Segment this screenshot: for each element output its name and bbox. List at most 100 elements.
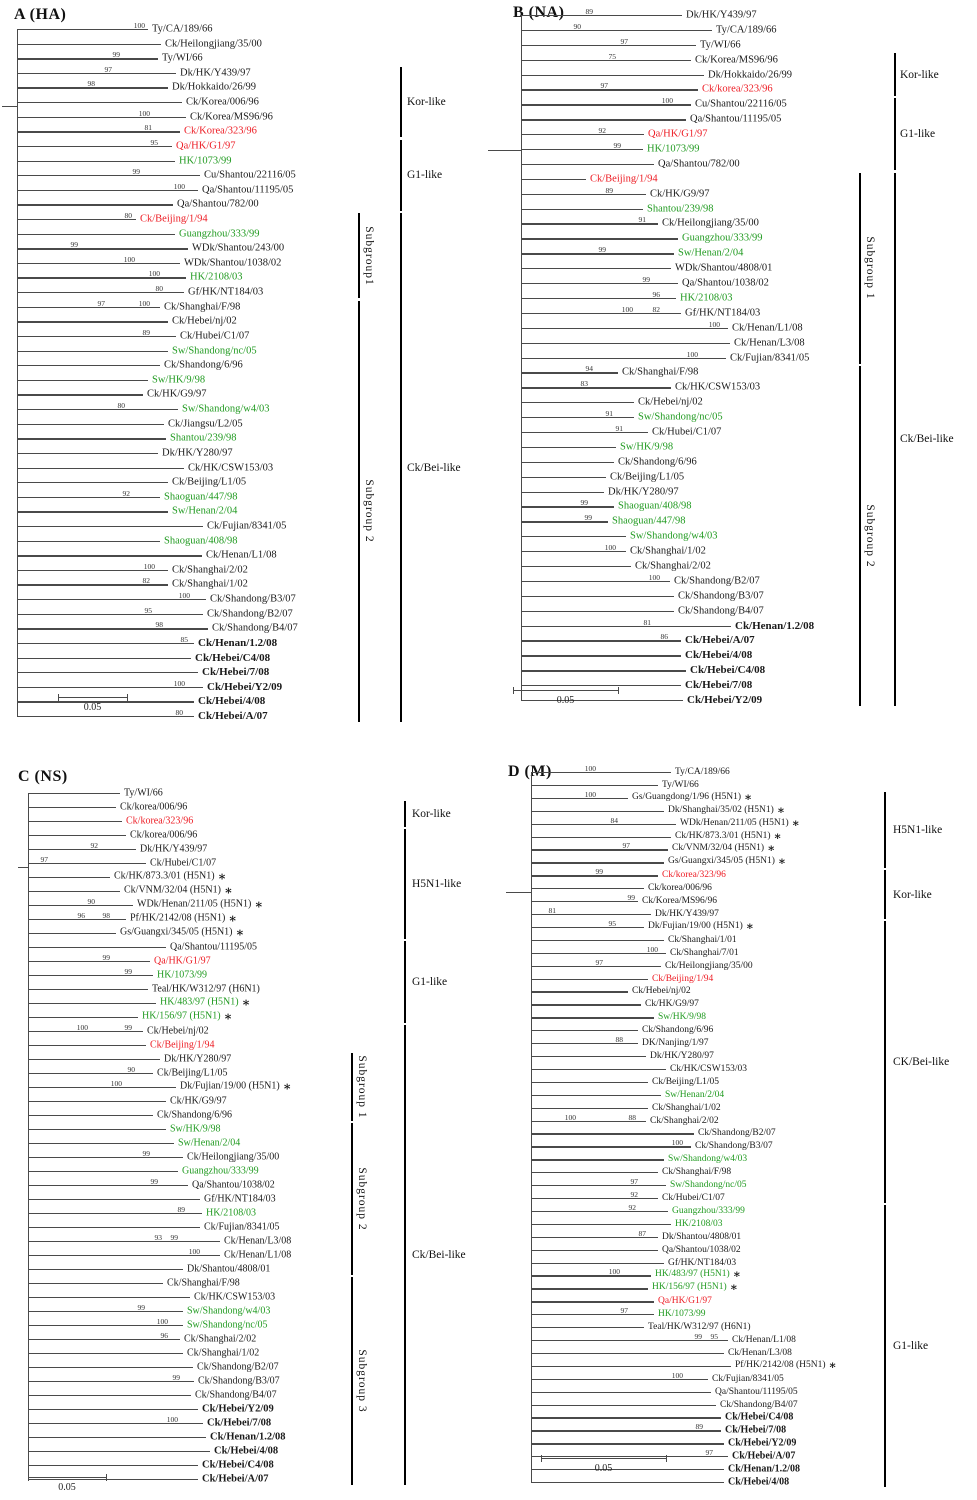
taxon-label: Ck/Shanghai/1/02: [652, 1102, 721, 1113]
taxon-label: Ck/HK/873.3/01 (H5N1) ∗: [114, 869, 227, 884]
bootstrap-value: 90: [87, 896, 96, 906]
branch-line: [521, 461, 614, 464]
taxon-label: Dk/HK/Y280/97: [162, 447, 233, 459]
branch-line: [531, 1146, 691, 1148]
panel-title: A (HA): [14, 6, 67, 23]
bootstrap-value: 95: [608, 918, 617, 928]
branch-line: [17, 642, 194, 645]
branch-line: [17, 262, 180, 265]
h5n1-asterisk: ∗: [767, 841, 776, 856]
bootstrap-value: 92: [630, 1189, 639, 1199]
clade-bracket: [358, 300, 360, 723]
taxon-label: Dk/HK/Y280/97: [608, 485, 679, 497]
branch-line: [531, 823, 676, 825]
taxon-label: WDk/Shantou/4808/01: [675, 262, 773, 274]
branch-line: [17, 511, 168, 513]
bootstrap-value: 100: [166, 1414, 178, 1424]
taxon-label: Ck/Hebei/A/07: [732, 1450, 796, 1462]
bootstrap-value: 85: [180, 634, 189, 644]
branch-line: [521, 372, 618, 374]
phylogenetic-tree-na: Dk/HK/Y439/97 89 Ty/CA/189/66 90 Ty/WI/66 97 C…: [488, 0, 977, 757]
branch-line: [521, 357, 726, 359]
branch-line: [531, 1288, 648, 1290]
bootstrap-value: 92: [628, 1202, 637, 1212]
bootstrap-value: 89: [585, 6, 594, 16]
taxon-label: Dk/HK/Y280/97: [164, 1053, 232, 1065]
branch-line: [28, 1297, 190, 1299]
bootstrap-value: 99: [170, 1232, 179, 1242]
bootstrap-value: 82: [652, 304, 661, 314]
clade-label: Kor-like: [893, 888, 932, 901]
branch-line: [531, 1133, 694, 1135]
branch-line: [28, 975, 153, 977]
taxon-label: Ck/korea/323/96: [662, 870, 726, 881]
taxon-label: Pf/HK/2142/08 (H5N1) ∗: [735, 1358, 837, 1373]
h5n1-asterisk: ∗: [282, 1079, 292, 1094]
branch-line: [28, 1283, 163, 1285]
branch-line: [17, 58, 158, 60]
taxon-label: Dk/HK/Y439/97: [180, 67, 251, 79]
root-branch-line: [506, 892, 531, 894]
taxon-label: Dk/Hokkaido/26/99: [172, 81, 256, 93]
branch-line: [531, 1443, 724, 1445]
scale-bar-label: 0.05: [594, 1463, 613, 1474]
branch-line: [521, 595, 674, 598]
taxon-label: Ck/Henan/L1/08: [206, 549, 277, 561]
bootstrap-value: 100: [178, 590, 190, 600]
taxon-label: Gs/Guangdong/1/96 (H5N1) ∗: [632, 790, 753, 805]
branch-line: [28, 1059, 160, 1061]
branch-line: [28, 1045, 146, 1047]
taxon-label: Sw/HK/9/98: [152, 374, 206, 386]
clade-label: H5N1-like: [412, 878, 462, 890]
branch-line: [28, 1451, 210, 1453]
bootstrap-value: 100: [584, 763, 596, 773]
scale-bar-tick: [58, 694, 60, 701]
taxon-label: Ty/WI/66: [700, 39, 741, 51]
taxon-label: Ck/HK/CSW153/03: [194, 1291, 276, 1303]
bootstrap-value: 99: [584, 513, 593, 523]
taxon-label: Ck/Shandong/B4/07: [195, 1389, 277, 1401]
branch-line: [28, 1157, 183, 1159]
bootstrap-value: 92: [90, 840, 99, 850]
taxon-label: Ty/WI/66: [162, 52, 203, 64]
bootstrap-value: 99: [124, 966, 133, 976]
bootstrap-value: 97: [97, 298, 106, 308]
branch-line: [531, 1340, 728, 1342]
taxon-label: Sw/Henan/2/04: [678, 247, 744, 259]
taxon-label: Ck/Shanghai/2/02: [184, 1333, 257, 1345]
branch-line: [28, 807, 116, 809]
branch-line: [17, 525, 203, 528]
bootstrap-value: 99: [137, 1302, 146, 1312]
taxon-label: HK/1073/99: [647, 143, 700, 155]
scale-bar-tick: [28, 1474, 30, 1481]
h5n1-asterisk: ∗: [777, 854, 787, 869]
taxon-label: Ck/Korea/MS96/96: [695, 53, 778, 65]
taxon-label: WDk/Shantou/1038/02: [184, 257, 282, 269]
branch-line: [531, 1017, 654, 1019]
branch-line: [531, 1068, 666, 1071]
branch-line: [531, 1094, 661, 1097]
taxon-label: Sw/Shandong/nc/05: [172, 344, 257, 356]
bootstrap-value: 100: [648, 572, 660, 582]
taxon-label: WDk/Shantou/243/00: [192, 242, 285, 254]
bootstrap-value: 99: [613, 140, 622, 150]
branch-line: [28, 1199, 200, 1201]
bootstrap-value: 97: [630, 1176, 639, 1186]
taxon-label: Ck/Henan/1.2/08: [210, 1431, 286, 1443]
bootstrap-value: 97: [600, 81, 609, 91]
tree-trunk-line: [531, 772, 533, 1482]
branch-line: [521, 431, 648, 434]
branch-line: [531, 1236, 658, 1239]
branch-line: [531, 926, 644, 929]
taxon-label: Gf/HK/NT184/03: [685, 307, 761, 319]
taxon-label: Dk/HK/Y280/97: [650, 1050, 714, 1061]
scale-bar-label: 0.05: [556, 695, 575, 706]
taxon-label: Ck/Shanghai/1/01: [668, 934, 737, 945]
bootstrap-value: 100: [148, 269, 160, 279]
taxon-label: Ck/Shandong/B4/07: [678, 604, 764, 616]
bootstrap-value: 93: [154, 1232, 163, 1242]
taxon-label: Ck/Henan/L1/08: [224, 1249, 292, 1261]
taxon-label: Ck/Hebei/nj/02: [638, 396, 703, 408]
taxon-label: Ck/Jiangsu/L2/05: [168, 417, 243, 429]
branch-line: [17, 555, 202, 557]
